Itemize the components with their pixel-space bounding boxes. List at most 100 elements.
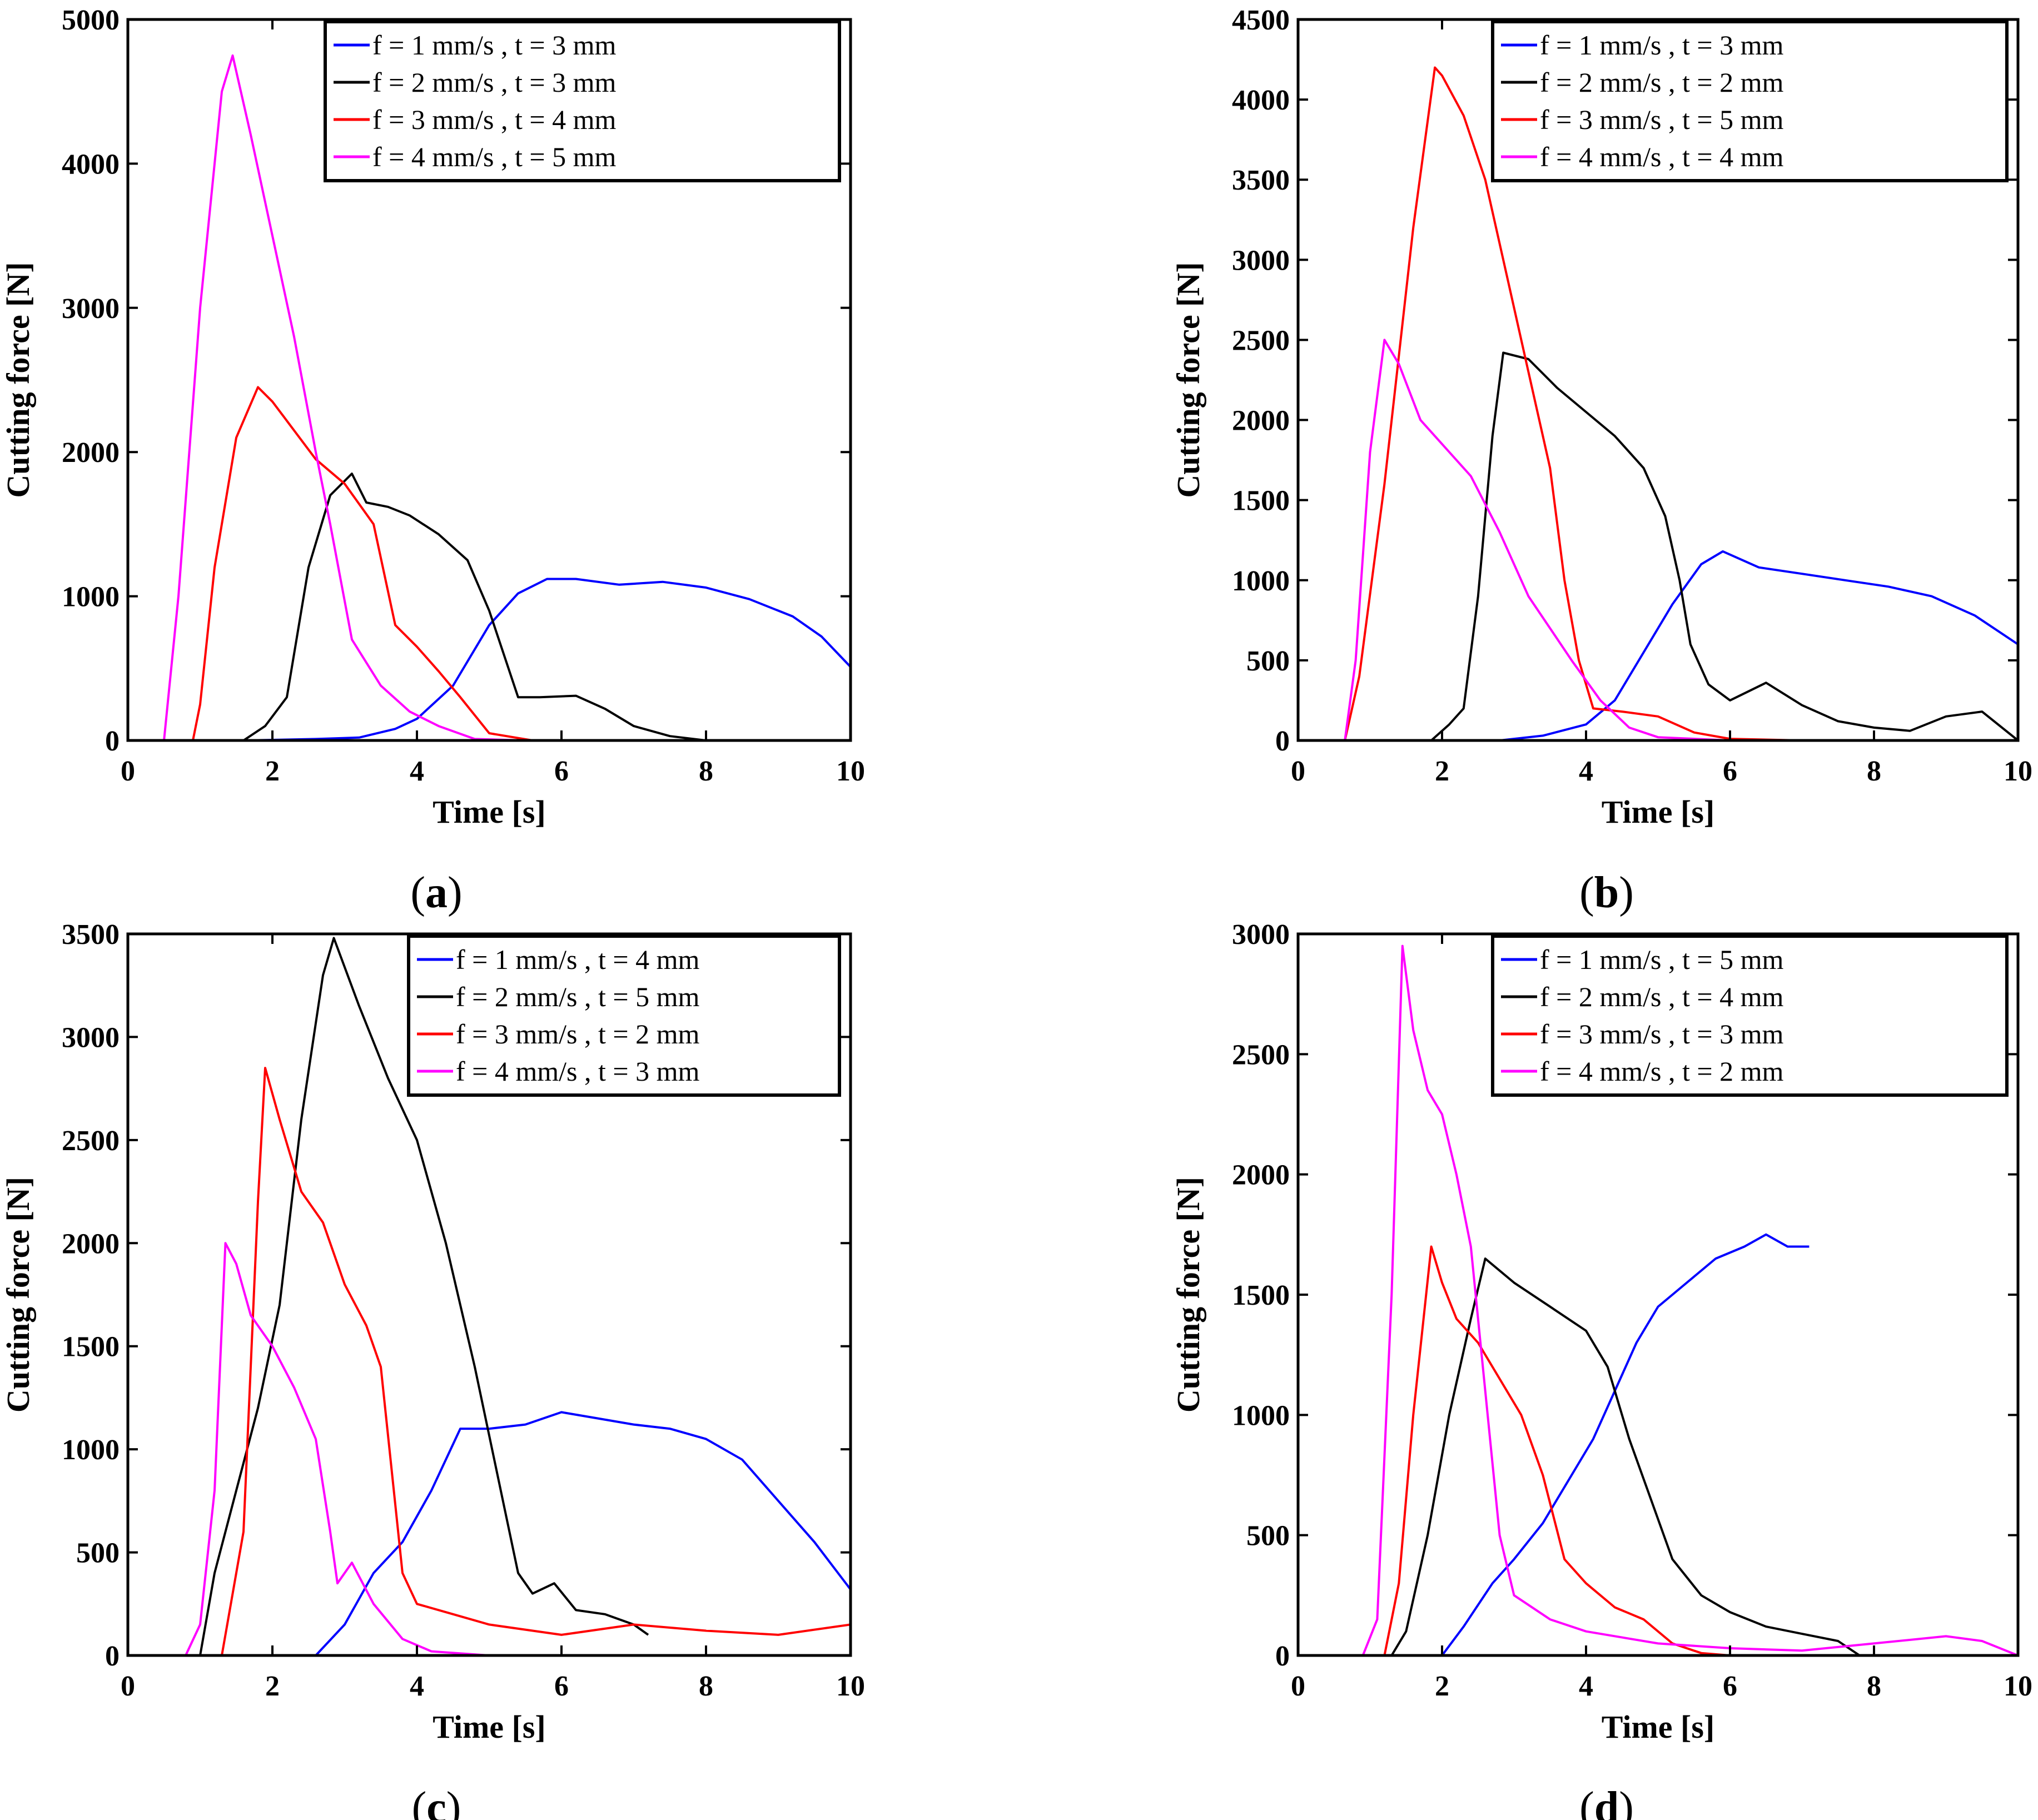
x-tick-label: 10 xyxy=(2004,755,2032,787)
x-tick-label: 6 xyxy=(554,1670,569,1702)
legend-entry: f = 2 mm/s , t = 4 mm xyxy=(1540,981,1783,1012)
legend-entry: f = 3 mm/s , t = 3 mm xyxy=(1540,1018,1783,1050)
x-axis-label: Time [s] xyxy=(1602,794,1715,830)
x-tick-label: 2 xyxy=(265,1670,280,1702)
legend-entry: f = 4 mm/s , t = 3 mm xyxy=(456,1056,699,1087)
legend-entry: f = 3 mm/s , t = 2 mm xyxy=(456,1018,699,1050)
panel-label: (d) xyxy=(1579,1783,1634,1820)
panel-label-letter: b xyxy=(1594,868,1619,917)
y-tick-label: 1500 xyxy=(62,1331,120,1363)
panel-b: 0 2 4 6 8 10 0 500 1000 1500 2000 2500 3000 3500 4000 4… xyxy=(1170,4,2032,917)
y-tick-label: 500 xyxy=(1246,645,1290,677)
panel-label-close: ) xyxy=(446,1783,461,1820)
legend-entry: f = 2 mm/s , t = 3 mm xyxy=(372,67,616,98)
y-axis-label: Cutting force [N] xyxy=(1170,1177,1206,1413)
y-tick-label: 500 xyxy=(1246,1520,1290,1552)
panel-label-open: ( xyxy=(412,1783,427,1820)
x-tick-label: 2 xyxy=(1435,1670,1449,1702)
y-tick-label: 2500 xyxy=(1232,325,1290,356)
panel-label-open: ( xyxy=(1579,868,1594,917)
series-line-3 xyxy=(1298,1245,1731,1655)
y-tick-label: 4000 xyxy=(62,148,120,180)
series-line-2 xyxy=(128,473,851,740)
legend-entry: f = 3 mm/s , t = 5 mm xyxy=(1540,104,1783,135)
x-tick-label: 8 xyxy=(1867,755,1881,787)
x-tick-label: 10 xyxy=(836,1670,865,1702)
y-tick-label: 3000 xyxy=(62,293,120,325)
x-tick-label: 8 xyxy=(1867,1670,1881,1702)
x-tick-label: 8 xyxy=(699,1670,713,1702)
series-line-1 xyxy=(1298,1233,1810,1655)
x-tick-label: 0 xyxy=(121,1670,135,1702)
plot-frame xyxy=(126,932,852,1657)
x-tick-label: 6 xyxy=(1723,1670,1737,1702)
legend-box xyxy=(324,20,841,182)
x-tick-label: 0 xyxy=(1291,755,1305,787)
panel-label-letter: a xyxy=(425,868,448,917)
legend-entry: f = 4 mm/s , t = 2 mm xyxy=(1540,1056,1783,1087)
y-tick-label: 4000 xyxy=(1232,84,1290,116)
y-tick-label: 1000 xyxy=(62,1434,120,1466)
panel-label-letter: c xyxy=(426,1783,446,1820)
y-tick-label: 0 xyxy=(1275,1640,1290,1672)
x-tick-label: 0 xyxy=(1291,1670,1305,1702)
series-line-3 xyxy=(1298,66,1802,740)
legend-box xyxy=(1491,934,2009,1097)
x-tick-label: 6 xyxy=(554,755,569,787)
series-line-3 xyxy=(128,386,533,740)
y-tick-label: 1500 xyxy=(1232,1280,1290,1311)
y-tick-label: 3000 xyxy=(1232,245,1290,276)
x-tick-label: 10 xyxy=(836,755,865,787)
y-tick-label: 2500 xyxy=(62,1125,120,1157)
x-tick-label: 4 xyxy=(410,1670,424,1702)
series-line-1 xyxy=(1298,550,2018,740)
y-tick-label: 1000 xyxy=(1232,1400,1290,1431)
y-tick-label: 0 xyxy=(105,725,120,757)
y-tick-label: 0 xyxy=(1275,725,1290,757)
y-tick-label: 500 xyxy=(76,1538,120,1569)
x-tick-label: 4 xyxy=(1579,1670,1593,1702)
panel-label: (b) xyxy=(1579,868,1634,917)
panel-label-close: ) xyxy=(448,868,463,917)
legend-entry: f = 4 mm/s , t = 4 mm xyxy=(1540,141,1783,172)
legend-entry: f = 2 mm/s , t = 2 mm xyxy=(1540,67,1783,98)
panel-label-close: ) xyxy=(1619,868,1634,917)
y-axis-label: Cutting force [N] xyxy=(0,1177,36,1413)
plot-frame xyxy=(126,18,852,742)
legend-entry: f = 1 mm/s , t = 3 mm xyxy=(372,29,616,61)
y-tick-label: 4500 xyxy=(1232,4,1290,36)
panel-d: 0 2 4 6 8 10 0 500 1000 1500 2000 2500 3000 Time [s] C… xyxy=(1170,919,2032,1820)
y-axis-label: Cutting force [N] xyxy=(0,262,36,498)
y-tick-label: 0 xyxy=(105,1640,120,1672)
y-tick-label: 2000 xyxy=(62,1228,120,1260)
legend-box xyxy=(1491,20,2009,182)
panel-label-open: ( xyxy=(1579,1783,1594,1820)
y-tick-label: 3000 xyxy=(62,1022,120,1053)
x-tick-label: 4 xyxy=(410,755,424,787)
legend: f = 1 mm/s , t = 4 mm f = 2 mm/s , t = 5 … xyxy=(407,934,841,1097)
series-line-1 xyxy=(128,578,851,740)
legend-box xyxy=(407,934,841,1097)
legend: f = 1 mm/s , t = 5 mm f = 2 mm/s , t = 4 … xyxy=(1491,934,2009,1097)
x-tick-label: 2 xyxy=(265,755,280,787)
legend-entry: f = 1 mm/s , t = 3 mm xyxy=(1540,29,1783,61)
y-tick-label: 2500 xyxy=(1232,1039,1290,1071)
legend-entry: f = 1 mm/s , t = 5 mm xyxy=(1540,944,1783,975)
legend-entry: f = 4 mm/s , t = 5 mm xyxy=(372,141,616,172)
panel-label: (a) xyxy=(410,868,462,917)
y-tick-label: 1500 xyxy=(1232,485,1290,517)
legend: f = 1 mm/s , t = 3 mm f = 2 mm/s , t = 3 … xyxy=(324,20,841,182)
y-tick-label: 2000 xyxy=(62,437,120,469)
series-line-4 xyxy=(1298,944,2018,1655)
series-line-2 xyxy=(1298,1257,1861,1655)
x-tick-label: 0 xyxy=(121,755,135,787)
legend-entry: f = 2 mm/s , t = 5 mm xyxy=(456,981,699,1012)
series-line-1 xyxy=(128,1411,851,1655)
x-axis-label: Time [s] xyxy=(433,794,546,830)
x-tick-label: 10 xyxy=(2004,1670,2032,1702)
legend: f = 1 mm/s , t = 3 mm f = 2 mm/s , t = 2 … xyxy=(1491,20,2009,182)
x-axis-label: Time [s] xyxy=(1602,1709,1715,1745)
y-tick-label: 5000 xyxy=(62,4,120,36)
panel-label-letter: d xyxy=(1594,1783,1619,1820)
